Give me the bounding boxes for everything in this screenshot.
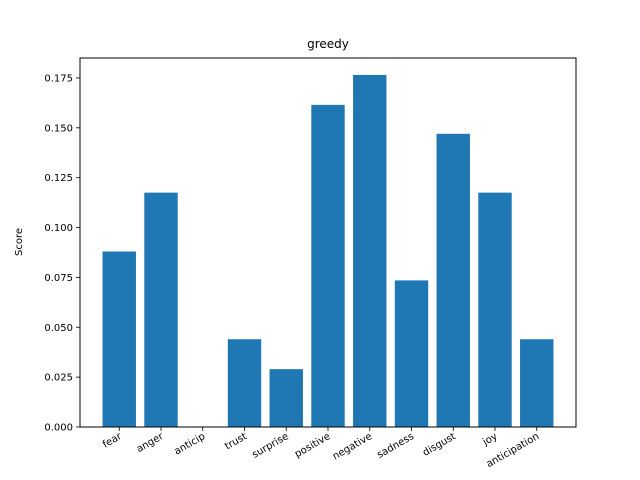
x-tick-label: negative [331, 431, 374, 462]
bar-surprise [269, 369, 303, 427]
x-tick-label: disgust [421, 431, 458, 459]
bar-fear [102, 251, 136, 427]
x-tick-label: surprise [250, 431, 290, 461]
plot-frame [79, 57, 577, 428]
y-tick-label: 0.075 [44, 273, 73, 284]
bar-sadness [394, 280, 429, 427]
y-tick-label: 0.125 [44, 173, 73, 184]
y-tick-label: 0.150 [44, 123, 73, 134]
y-tick-label: 0.175 [44, 73, 73, 84]
bar-negative [353, 74, 387, 428]
x-tick-label: anticip [172, 431, 207, 457]
bar-anticipation [520, 339, 554, 427]
x-tick-label: fear [101, 431, 125, 451]
y-tick-label: 0.025 [44, 373, 73, 384]
x-tick-label: joy [480, 431, 499, 448]
x-tick-label: positive [293, 431, 332, 460]
x-tick-label: sadness [375, 431, 416, 461]
y-tick-label: 0.000 [44, 423, 73, 434]
x-tick-label: trust [223, 431, 249, 452]
x-axis-ticks: fear anger anticip trust surprise positiveneg… [101, 427, 541, 470]
y-axis-ticks: 0.000 0.025 0.050 0.075 0.100 0.125 0.150 0.175 [44, 73, 80, 434]
y-tick-label: 0.050 [44, 323, 73, 334]
x-tick-label: anger [135, 431, 166, 456]
bar-disgust [436, 133, 470, 427]
y-axis-title: Score [14, 228, 25, 256]
bar-positive [311, 104, 345, 427]
bar-anger [144, 192, 178, 427]
chart-title: greedy [307, 37, 349, 51]
bar-joy [478, 192, 512, 427]
bar-trust [227, 339, 262, 427]
bars-group [102, 74, 554, 428]
y-tick-label: 0.100 [44, 223, 73, 234]
